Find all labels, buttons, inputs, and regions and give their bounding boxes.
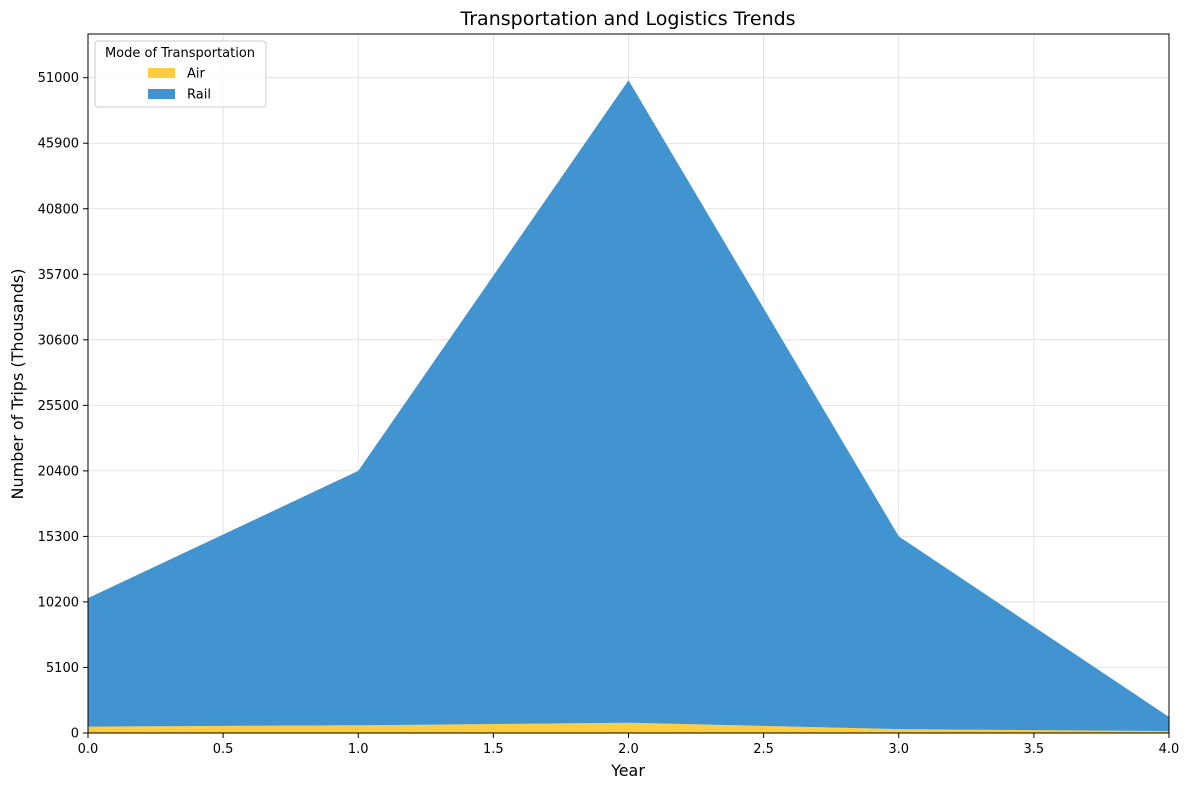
y-axis: 0 5100 10200 15300 20400 25500 30600 35700 40800… <box>38 71 88 742</box>
x-axis: 0.0 0.5 1.0 1.5 2.0 2.5 3.0 3.5 4.0 <box>78 733 1180 757</box>
legend-box <box>94 40 267 108</box>
x-axis-label: Year <box>610 761 645 780</box>
y-tick-label: 51000 <box>38 71 79 86</box>
chart-title: Transportation and Logistics Trends <box>459 8 795 30</box>
x-tick-label: 3.0 <box>888 742 909 757</box>
series-areas <box>88 80 1169 733</box>
y-tick-label: 10200 <box>38 595 79 610</box>
y-tick-label: 0 <box>71 727 79 742</box>
x-tick-label: 1.0 <box>348 742 369 757</box>
area-rail <box>88 80 1169 732</box>
area-air <box>88 722 1169 733</box>
y-axis-label: Number of Trips (Thousands) <box>8 269 27 500</box>
x-tick-label: 0.5 <box>213 742 234 757</box>
y-tick-label: 20400 <box>38 464 79 479</box>
legend-title: Mode of Transportation <box>105 46 255 61</box>
y-tick-label: 15300 <box>38 530 79 545</box>
legend: Mode of Transportation Air Rail <box>94 40 267 108</box>
x-tick-label: 2.5 <box>753 742 774 757</box>
y-tick-label: 35700 <box>38 268 79 283</box>
y-tick-label: 30600 <box>38 333 79 348</box>
y-tick-label: 25500 <box>38 399 79 414</box>
x-tick-label: 3.5 <box>1024 742 1045 757</box>
y-tick-label: 40800 <box>38 202 79 217</box>
x-tick-label: 1.5 <box>483 742 504 757</box>
legend-label-rail: Rail <box>187 88 211 103</box>
x-tick-label: 4.0 <box>1159 742 1180 757</box>
legend-swatch-rail <box>148 89 175 99</box>
x-tick-label: 2.0 <box>618 742 639 757</box>
legend-swatch-air <box>148 68 175 78</box>
y-tick-label: 45900 <box>38 137 79 152</box>
y-tick-label: 5100 <box>46 661 79 676</box>
legend-label-air: Air <box>187 67 206 82</box>
x-tick-label: 0.0 <box>78 742 99 757</box>
